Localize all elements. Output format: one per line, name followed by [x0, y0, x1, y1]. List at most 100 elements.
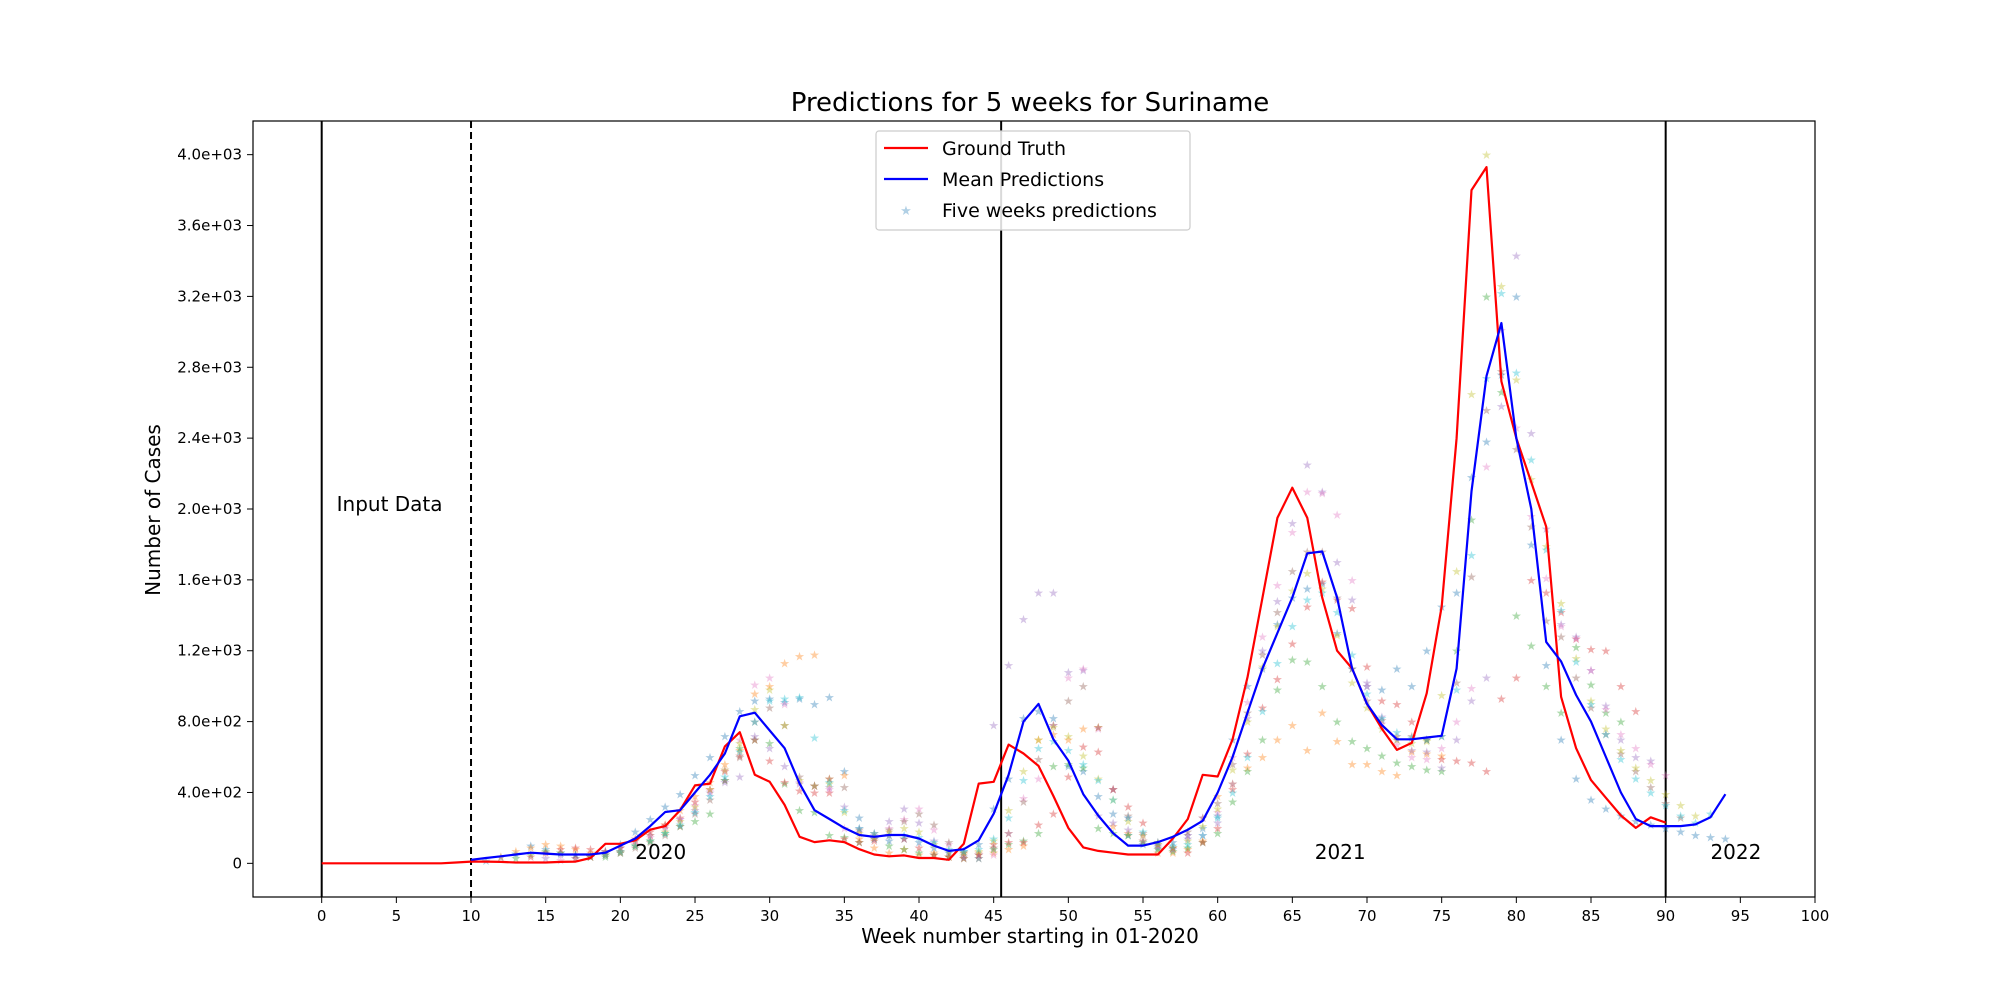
x-tick-label: 15: [536, 907, 555, 925]
prediction-star-point: ★: [1182, 843, 1193, 857]
prediction-star-point: ★: [1571, 641, 1582, 655]
prediction-star-point: ★: [1526, 520, 1537, 534]
y-tick-label: 3.6e+03: [177, 217, 242, 235]
prediction-star-point: ★: [690, 800, 701, 814]
prediction-star-point: ★: [1421, 735, 1432, 749]
prediction-star-point: ★: [1317, 706, 1328, 720]
prediction-star-point: ★: [1466, 694, 1477, 708]
prediction-star-point: ★: [1287, 517, 1298, 531]
prediction-star-point: ★: [1033, 772, 1044, 786]
prediction-star-point: ★: [1212, 827, 1223, 841]
prediction-star-point: ★: [1003, 827, 1014, 841]
prediction-star-point: ★: [1033, 752, 1044, 766]
prediction-star-point: ★: [854, 836, 865, 850]
prediction-star-point: ★: [914, 846, 925, 860]
prediction-star-point: ★: [1167, 841, 1178, 855]
prediction-star-point: ★: [1421, 644, 1432, 658]
prediction-star-point: ★: [1108, 820, 1119, 834]
prediction-star-point: ★: [1167, 844, 1178, 858]
prediction-star-point: ★: [809, 648, 820, 662]
prediction-star-point: ★: [1033, 733, 1044, 747]
prediction-star-point: ★: [824, 775, 835, 789]
prediction-star-point: ★: [1138, 834, 1149, 848]
prediction-star-point: ★: [1615, 752, 1626, 766]
prediction-star-point: ★: [824, 690, 835, 704]
prediction-star-point: ★: [645, 828, 656, 842]
prediction-star-point: ★: [1227, 758, 1238, 772]
prediction-star-point: ★: [1033, 742, 1044, 756]
legend-label-mean-predictions: Mean Predictions: [942, 169, 1104, 191]
prediction-star-point: ★: [988, 848, 999, 862]
prediction-star-point: ★: [1302, 545, 1313, 559]
prediction-star-point: ★: [615, 844, 626, 858]
prediction-star-point: ★: [1421, 745, 1432, 759]
prediction-star-point: ★: [705, 751, 716, 765]
prediction-star-point: ★: [705, 782, 716, 796]
prediction-star-point: ★: [854, 821, 865, 835]
prediction-star-point: ★: [1093, 790, 1104, 804]
prediction-star-point: ★: [1645, 758, 1656, 772]
prediction-star-point: ★: [809, 779, 820, 793]
prediction-star-point: ★: [1182, 841, 1193, 855]
plot-area: 0 5 10 15 20 25 30 35 40 45 50 55 60 65 70 75 80 85 90 95 10…: [177, 120, 1829, 925]
prediction-star-point: ★: [809, 779, 820, 793]
prediction-star-point: ★: [1302, 582, 1313, 596]
prediction-star-point: ★: [1436, 761, 1447, 775]
y-tick-label: 8.0e+02: [177, 713, 242, 731]
prediction-star-point: ★: [958, 852, 969, 866]
x-tick-label: 90: [1656, 907, 1675, 925]
prediction-star-point: ★: [600, 848, 611, 862]
prediction-star-point: ★: [854, 832, 865, 846]
prediction-star-point: ★: [1436, 752, 1447, 766]
prediction-star-point: ★: [1033, 827, 1044, 841]
prediction-star-point: ★: [1123, 811, 1134, 825]
prediction-star-point: ★: [1630, 772, 1641, 786]
prediction-star-point: ★: [1212, 816, 1223, 830]
prediction-star-point: ★: [854, 836, 865, 850]
prediction-star-point: ★: [1093, 720, 1104, 734]
prediction-star-point: ★: [630, 825, 641, 839]
prediction-star-point: ★: [585, 846, 596, 860]
prediction-star-point: ★: [1556, 619, 1567, 633]
prediction-star-point: ★: [869, 827, 880, 841]
prediction-star-point: ★: [1138, 836, 1149, 850]
prediction-star-point: ★: [615, 846, 626, 860]
prediction-star-point: ★: [1003, 827, 1014, 841]
prediction-star-point: ★: [1511, 373, 1522, 387]
x-tick-label: 60: [1208, 907, 1227, 925]
prediction-star-point: ★: [1645, 818, 1656, 832]
prediction-star-point: ★: [734, 745, 745, 759]
prediction-star-point: ★: [1138, 827, 1149, 841]
prediction-star-point: ★: [540, 843, 551, 857]
prediction-star-point: ★: [1272, 579, 1283, 593]
prediction-star-point: ★: [1377, 713, 1388, 727]
prediction-star-point: ★: [794, 784, 805, 798]
prediction-star-point: ★: [1675, 825, 1686, 839]
prediction-star-point: ★: [1302, 458, 1313, 472]
prediction-star-point: ★: [1123, 828, 1134, 842]
prediction-star-point: ★: [675, 811, 686, 825]
prediction-star-point: ★: [929, 836, 940, 850]
prediction-star-point: ★: [1093, 745, 1104, 759]
prediction-star-point: ★: [1272, 673, 1283, 687]
prediction-star-point: ★: [1391, 662, 1402, 676]
prediction-star-point: ★: [1317, 575, 1328, 589]
prediction-star-point: ★: [749, 715, 760, 729]
prediction-star-point: ★: [973, 848, 984, 862]
prediction-star-point: ★: [1078, 680, 1089, 694]
x-tick-label: 80: [1507, 907, 1526, 925]
prediction-star-point: ★: [1227, 795, 1238, 809]
prediction-star-point: ★: [1421, 752, 1432, 766]
prediction-star-point: ★: [1242, 747, 1253, 761]
prediction-star-point: ★: [1153, 839, 1164, 853]
y-tick-label: 0: [232, 854, 242, 872]
prediction-star-point: ★: [794, 690, 805, 704]
prediction-star-point: ★: [1182, 828, 1193, 842]
prediction-star-point: ★: [943, 850, 954, 864]
prediction-star-point: ★: [1332, 605, 1343, 619]
prediction-star-point: ★: [1123, 800, 1134, 814]
prediction-star-point: ★: [1451, 733, 1462, 747]
prediction-star-point: ★: [1302, 566, 1313, 580]
prediction-star-point: ★: [749, 733, 760, 747]
prediction-star-point: ★: [525, 850, 536, 864]
